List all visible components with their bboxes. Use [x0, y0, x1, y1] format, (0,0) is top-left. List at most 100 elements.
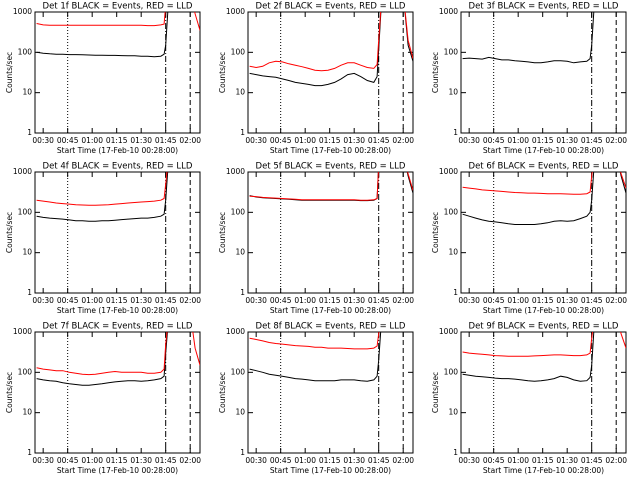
x-tick-label: 00:45 — [483, 136, 505, 145]
y-tick-label: 100 — [444, 367, 459, 376]
y-tick-label: 1 — [240, 288, 245, 297]
y-tick-label: 100 — [231, 47, 246, 56]
y-tick-label: 10 — [448, 248, 458, 257]
x-tick-label: 00:45 — [57, 296, 79, 305]
x-tick-label: 01:15 — [106, 456, 128, 465]
x-tick-label: 01:30 — [556, 456, 578, 465]
series-line — [36, 172, 168, 206]
plot-frame — [460, 11, 627, 134]
chart-title: Det 2f BLACK = Events, RED = LLD — [256, 2, 406, 12]
x-tick-label: 01:00 — [81, 136, 103, 145]
x-tick-label: 01:30 — [343, 296, 365, 305]
chart-title: Det 3f BLACK = Events, RED = LLD — [469, 2, 619, 12]
x-tick-label: 01:45 — [368, 296, 390, 305]
panel: Det 5f BLACK = Events, RED = LLD Start Ti… — [218, 162, 414, 316]
panel: Det 6f BLACK = Events, RED = LLD Start Ti… — [431, 162, 627, 316]
x-tick-label: 00:45 — [270, 136, 292, 145]
x-tick-label: 01:15 — [319, 296, 341, 305]
chart-title: Det 4f BLACK = Events, RED = LLD — [43, 162, 193, 172]
x-tick-label: 01:00 — [81, 296, 103, 305]
plot-frame — [247, 11, 414, 134]
x-tick-label: 00:45 — [483, 456, 505, 465]
y-tick-label: 10 — [235, 248, 245, 257]
x-tick-label: 02:00 — [605, 456, 627, 465]
x-tick-label: 02:00 — [605, 296, 627, 305]
y-tick-label: 10 — [22, 88, 32, 97]
y-tick-label: 1 — [453, 288, 458, 297]
y-axis-label: Counts/sec — [5, 372, 14, 413]
series-line — [36, 12, 169, 58]
x-tick-label: 01:45 — [368, 136, 390, 145]
y-tick-label: 10 — [235, 88, 245, 97]
x-tick-label: 02:00 — [179, 296, 201, 305]
panel: Det 4f BLACK = Events, RED = LLD Start Ti… — [5, 162, 201, 316]
series-line — [462, 332, 626, 357]
x-tick-label: 02:00 — [179, 136, 201, 145]
y-tick-label: 1 — [240, 128, 245, 137]
x-tick-label: 01:15 — [319, 136, 341, 145]
panel: Det 7f BLACK = Events, RED = LLD Start Ti… — [5, 322, 201, 476]
x-axis-label: Start Time (17-Feb-10 00:28:00) — [483, 146, 604, 155]
x-tick-label: 01:00 — [507, 296, 529, 305]
y-axis-label: Counts/sec — [5, 52, 14, 93]
x-tick-label: 00:30 — [32, 456, 54, 465]
y-tick-label: 100 — [444, 207, 459, 216]
chart-title: Det 6f BLACK = Events, RED = LLD — [469, 162, 619, 172]
x-tick-label: 00:30 — [458, 456, 480, 465]
chart-title: Det 8f BLACK = Events, RED = LLD — [256, 322, 406, 332]
series-line — [462, 172, 626, 195]
y-tick-label: 1000 — [439, 327, 458, 336]
x-tick-label: 01:30 — [130, 296, 152, 305]
x-tick-label: 02:00 — [605, 136, 627, 145]
plot-frame — [34, 11, 201, 134]
x-axis-label: Start Time (17-Feb-10 00:28:00) — [270, 466, 391, 475]
series-line — [462, 12, 595, 64]
y-tick-label: 10 — [448, 408, 458, 417]
x-tick-label: 01:00 — [507, 456, 529, 465]
x-axis-label: Start Time (17-Feb-10 00:28:00) — [270, 146, 391, 155]
series-line — [36, 332, 200, 376]
x-tick-label: 02:00 — [392, 456, 414, 465]
panel: Det 1f BLACK = Events, RED = LLD Start Ti… — [5, 2, 201, 156]
x-tick-label: 01:00 — [294, 296, 316, 305]
x-tick-label: 01:15 — [106, 296, 128, 305]
y-tick-label: 1000 — [439, 7, 458, 16]
y-axis-label: Counts/sec — [218, 372, 227, 413]
series-line — [462, 172, 626, 225]
y-tick-label: 100 — [18, 367, 33, 376]
chart-title: Det 1f BLACK = Events, RED = LLD — [43, 2, 193, 12]
x-tick-label: 01:15 — [532, 296, 554, 305]
series-line — [249, 172, 413, 201]
plot-area — [462, 332, 626, 382]
x-tick-label: 01:00 — [81, 456, 103, 465]
x-axis-label: Start Time (17-Feb-10 00:28:00) — [270, 306, 391, 315]
y-tick-label: 1000 — [226, 7, 245, 16]
y-tick-label: 1000 — [13, 167, 32, 176]
x-tick-label: 01:45 — [368, 456, 390, 465]
y-tick-label: 10 — [235, 408, 245, 417]
plot-frame — [247, 331, 414, 454]
x-tick-label: 01:15 — [532, 136, 554, 145]
x-tick-label: 00:45 — [57, 136, 79, 145]
x-tick-label: 01:00 — [294, 456, 316, 465]
x-tick-label: 01:30 — [343, 456, 365, 465]
series-line — [36, 12, 200, 31]
y-tick-label: 1 — [27, 288, 32, 297]
x-tick-label: 02:00 — [392, 136, 414, 145]
y-axis-label: Counts/sec — [431, 372, 440, 413]
plot-area — [249, 172, 413, 202]
y-axis-label: Counts/sec — [431, 212, 440, 253]
x-tick-label: 00:45 — [270, 456, 292, 465]
series-line — [36, 172, 169, 222]
y-tick-label: 1000 — [13, 7, 32, 16]
x-axis-label: Start Time (17-Feb-10 00:28:00) — [57, 306, 178, 315]
series-line — [249, 172, 413, 202]
x-tick-label: 00:30 — [32, 136, 54, 145]
y-tick-label: 100 — [444, 47, 459, 56]
chart-title: Det 7f BLACK = Events, RED = LLD — [43, 322, 193, 332]
y-tick-label: 1000 — [226, 327, 245, 336]
x-tick-label: 00:30 — [458, 296, 480, 305]
x-tick-label: 00:30 — [458, 136, 480, 145]
